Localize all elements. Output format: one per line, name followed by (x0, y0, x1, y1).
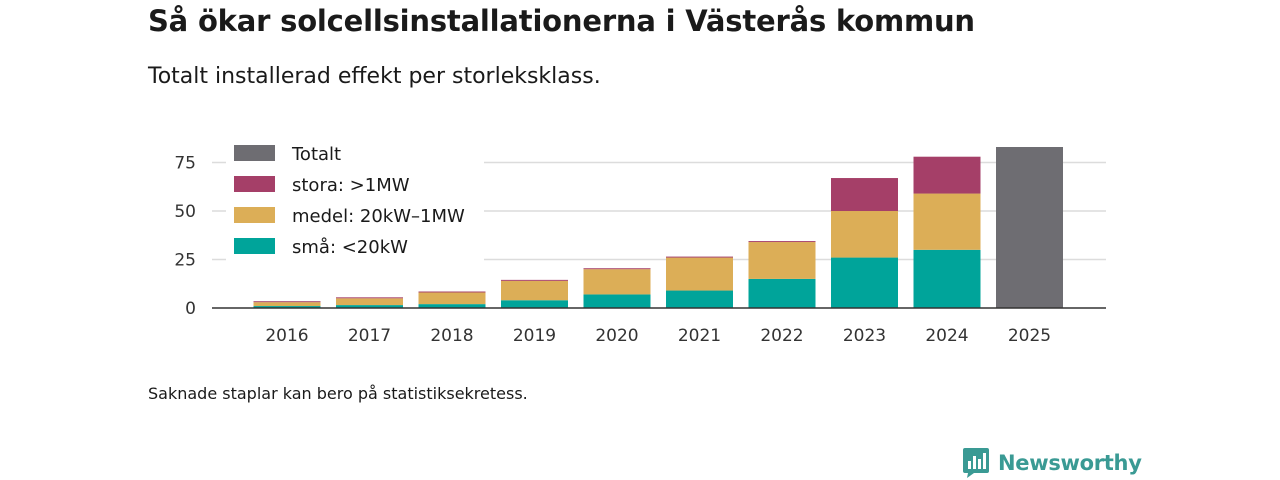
bar-segment (913, 156, 981, 194)
bars (253, 147, 1063, 308)
x-tick-label: 2016 (265, 326, 308, 346)
x-tick-label: 2024 (925, 326, 968, 346)
bar-segment (831, 211, 898, 258)
brand-name: Newsworthy (998, 451, 1142, 475)
x-tick-label: 2022 (760, 326, 803, 346)
bar-segment (253, 302, 321, 307)
bar-segment (336, 298, 403, 306)
bar-segment (336, 297, 403, 299)
chart-subtitle: Totalt installerad effekt per storlekskl… (148, 64, 601, 89)
axes: 0 25 50 75 2016 2017 2018 2019 2020 2021 2022 2023 2… (174, 154, 1106, 346)
stacked-bar-chart: 0 25 50 75 2016 2017 2018 2019 2020 2021 2022 2023 2… (174, 138, 1106, 346)
bar-segment (501, 300, 568, 308)
bar-segment (666, 257, 733, 291)
x-tick-label: 2020 (595, 326, 638, 346)
legend: Totalt stora: >1MW medel: 20kW–1MW små: <20… (226, 138, 484, 266)
bar-segment (831, 257, 898, 308)
legend-label: små: <20kW (292, 237, 408, 258)
bar-segment (583, 294, 651, 308)
bar-segment (666, 256, 733, 258)
bar-segment (253, 306, 321, 308)
y-tick-label: 0 (185, 299, 196, 319)
chart-title: Så ökar solcellsinstallationerna i Väste… (148, 4, 975, 38)
bar-segment (913, 193, 981, 250)
x-tick-label: 2023 (843, 326, 886, 346)
legend-swatch (234, 207, 275, 223)
footnote: Saknade staplar kan bero på statistiksek… (148, 384, 528, 403)
x-tick-label: 2019 (513, 326, 556, 346)
bar-segment (583, 268, 651, 270)
bar-segment (418, 291, 486, 293)
bar-segment (418, 304, 486, 308)
bar-segment (501, 280, 568, 301)
legend-label: medel: 20kW–1MW (292, 206, 465, 227)
legend-swatch (234, 176, 275, 192)
y-tick-label: 25 (174, 251, 196, 271)
bar-segment (583, 269, 651, 295)
y-tick-label: 75 (174, 154, 196, 174)
x-tick-label: 2018 (430, 326, 473, 346)
bar-segment (253, 301, 321, 303)
bar-segment (501, 279, 568, 281)
bar-segment (336, 305, 403, 308)
brand-logo[interactable]: Newsworthy (962, 446, 1142, 480)
newsworthy-logo-icon (963, 448, 989, 478)
legend-label: Totalt (291, 144, 341, 165)
bar-segment (748, 242, 816, 279)
legend-swatch (234, 145, 275, 161)
y-tick-label: 50 (174, 202, 196, 222)
x-tick-label: 2021 (678, 326, 721, 346)
bar-segment (996, 147, 1063, 308)
bar-segment (831, 178, 898, 212)
bar-segment (418, 292, 486, 305)
bar-segment (748, 278, 816, 308)
bar-segment (666, 290, 733, 308)
legend-swatch (234, 238, 275, 254)
x-tick-label: 2025 (1008, 326, 1051, 346)
legend-label: stora: >1MW (292, 175, 410, 196)
bar-segment (913, 249, 981, 308)
x-tick-label: 2017 (348, 326, 391, 346)
bar-segment (748, 241, 816, 243)
